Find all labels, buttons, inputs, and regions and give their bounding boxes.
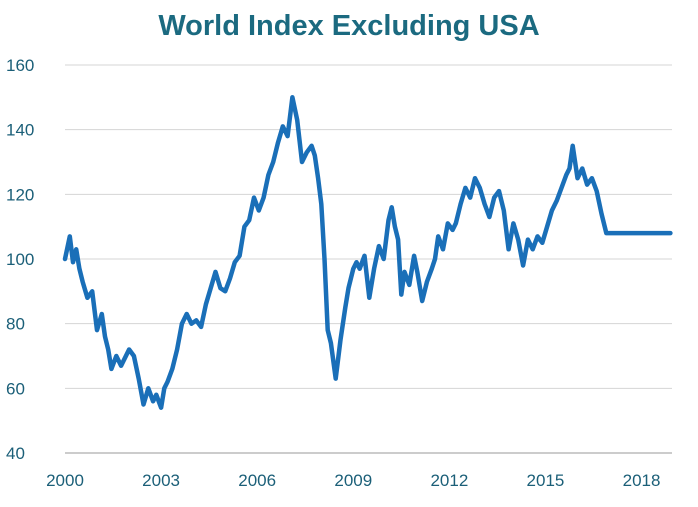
x-tick-label: 2000: [46, 471, 84, 490]
x-tick-label: 2015: [527, 471, 565, 490]
y-tick-label: 60: [6, 379, 25, 398]
y-tick-label: 100: [6, 250, 34, 269]
y-tick-label: 120: [6, 185, 34, 204]
x-tick-label: 2006: [238, 471, 276, 490]
series-group: [62, 95, 673, 410]
series-line: [62, 95, 673, 410]
x-tick-label: 2012: [430, 471, 468, 490]
chart-title: World Index Excluding USA: [158, 10, 540, 42]
y-tick-label: 40: [6, 444, 25, 463]
y-tick-label: 140: [6, 121, 34, 140]
y-tick-label: 160: [6, 56, 34, 75]
y-tick-label: 80: [6, 315, 25, 334]
x-axis-ticks: 2000 2003 2006 2009 2012 2015 2018: [46, 471, 660, 490]
x-tick-label: 2009: [334, 471, 372, 490]
x-tick-label: 2018: [623, 471, 661, 490]
x-tick-label: 2003: [142, 471, 180, 490]
y-axis-ticks: 40 60 80 100 120 140 160: [6, 56, 34, 463]
